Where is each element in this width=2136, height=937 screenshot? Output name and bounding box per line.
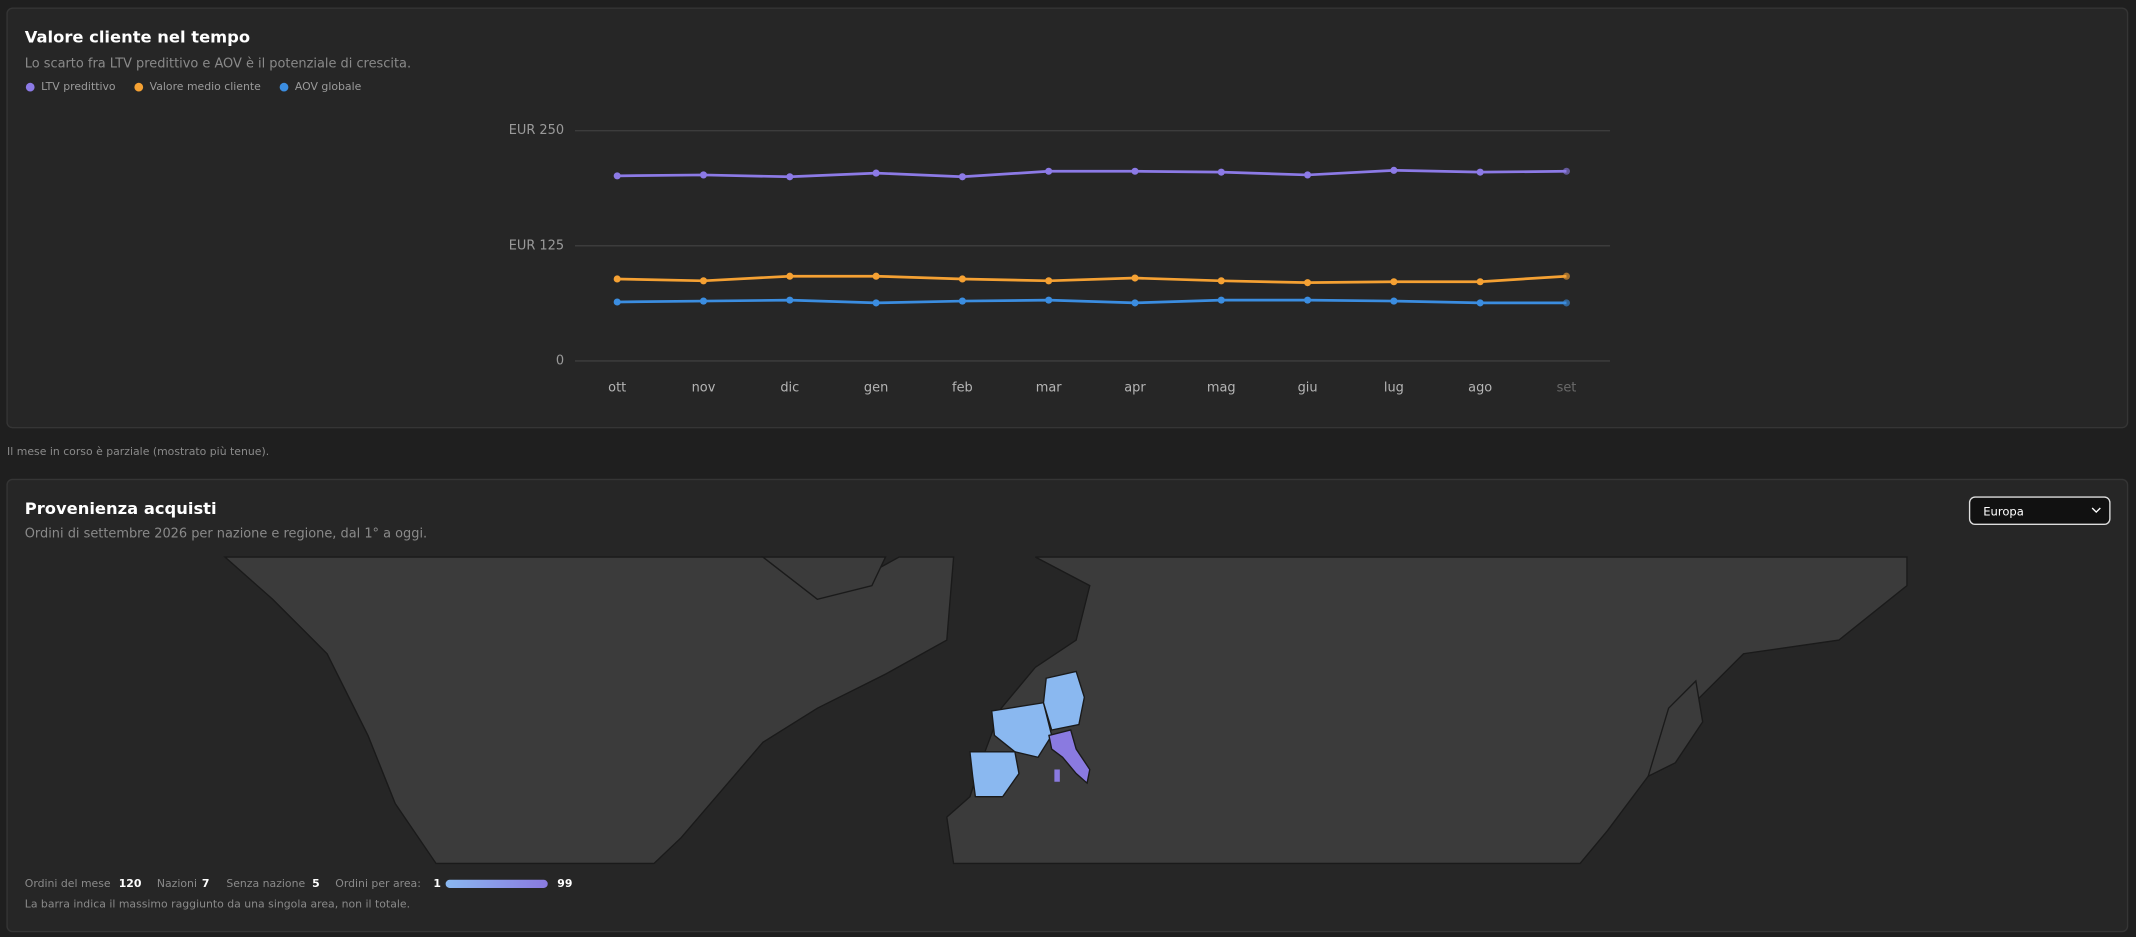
point [1304,171,1312,179]
stats: Ordini del mese 120 Nazioni 7 Senza nazi… [25,877,573,890]
point [1131,167,1139,175]
series-line [617,168,1567,179]
series-line [617,298,1567,305]
select-arrow [2091,507,2101,514]
country-italy [1048,729,1091,785]
point [1045,277,1053,285]
region-select[interactable]: Europa [1968,496,2111,526]
y-tick-label: EUR 250 [509,123,564,138]
chart-panel [6,7,2129,429]
country-sardinia [1054,769,1060,782]
y-tick-label: EUR 125 [509,238,564,253]
point [1390,166,1398,174]
x-tick-label: dic [780,381,799,396]
point [1217,277,1225,285]
legend-swatch [134,82,144,92]
x-tick-label: mar [1036,381,1063,396]
point [1390,297,1398,305]
legend-swatch [279,82,289,92]
x-tick-label: ago [1468,381,1492,396]
point [1304,279,1312,287]
point [1562,272,1571,280]
point [1304,296,1312,304]
stat-label: Senza nazione [226,877,305,890]
x-tick-label: giu [1298,381,1318,396]
point [958,275,966,283]
stat-value: 5 [312,877,320,890]
point [1217,168,1225,176]
point [1562,167,1571,175]
point [1045,167,1053,175]
legend-label: Valore medio cliente [150,80,262,93]
country-germany [1042,670,1086,731]
point [958,297,966,305]
x-tick-label: lug [1384,381,1404,396]
map-title: Provenienza acquisti [25,499,217,518]
x-tick-label: feb [952,381,973,396]
scale-bar [445,879,548,888]
x-tick-label: ott [608,381,626,396]
plot: 0 EUR 125 EUR 250 ott nov dic gen feb mar apr mag g… [509,123,1611,396]
map [222,556,1908,865]
country-spain [969,751,1020,798]
x-tick-label: nov [692,381,716,396]
point [1045,296,1053,304]
x-tick-label: gen [864,381,888,396]
greenland [760,556,887,600]
point [872,272,880,280]
point [699,277,708,285]
x-tick-label: apr [1124,381,1146,396]
eurasia [946,556,1908,865]
legend-swatch [25,82,35,92]
legend: LTV predittivo Valore medio cliente AOV gl… [25,80,362,93]
point [786,296,794,304]
stat-label: Nazioni [157,877,197,890]
select-box[interactable] [1968,496,2111,526]
scale-min: 1 [433,877,441,890]
point [613,298,621,306]
point [699,297,708,305]
point [958,173,966,181]
chart-title: Valore cliente nel tempo [25,28,250,47]
footnote: La barra indica il massimo raggiunto da … [25,897,410,910]
x-tick-label: set [1557,381,1577,396]
point [613,275,621,283]
legend-label: AOV globale [295,80,362,93]
x-tick-label: mag [1207,381,1236,396]
point [613,172,621,180]
point [1217,296,1225,304]
japan [1647,679,1704,778]
select-value[interactable]: Europa [1983,505,2024,519]
point [1476,299,1484,307]
chart-subtitle: Lo scarto fra LTV predittivo e AOV è il … [25,57,411,72]
stat-value: 7 [202,877,210,890]
point [1131,299,1139,307]
point [1562,299,1571,307]
point [786,173,794,181]
point [872,299,880,307]
y-tick-label: 0 [556,353,564,368]
point [872,169,880,177]
point [1131,274,1139,282]
note: Il mese in corso è parziale (mostrato pi… [7,445,269,458]
legend-label: LTV predittivo [41,80,116,93]
point [786,272,794,280]
scale-max: 99 [557,877,572,890]
map-subtitle: Ordini di settembre 2026 per nazione e r… [25,526,427,541]
point [1476,278,1484,286]
point [1390,278,1398,286]
scale-label: Ordini per area: [335,877,421,890]
stat-label: Ordini del mese [25,877,111,890]
stat-value: 120 [119,877,142,890]
series-line [617,274,1567,285]
point [699,171,708,179]
point [1476,168,1484,176]
